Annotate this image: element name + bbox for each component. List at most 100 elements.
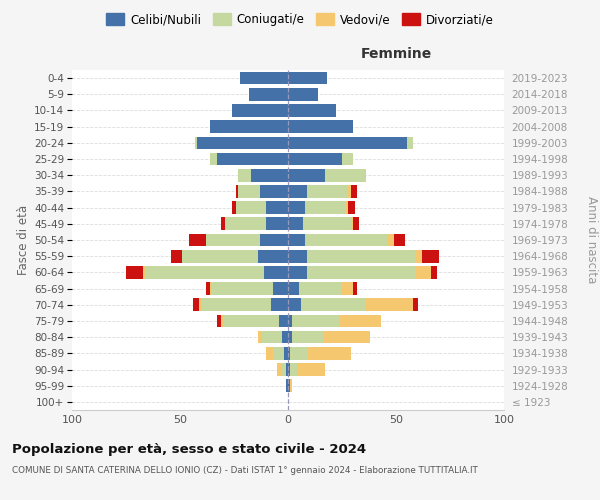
Bar [199,298,202,311]
Bar [281,363,286,376]
Bar [284,347,288,360]
Bar [280,314,288,328]
Bar [323,331,370,344]
Bar [299,282,342,295]
Bar [236,202,266,214]
Bar [342,282,353,295]
Bar [236,185,238,198]
Bar [145,266,264,278]
Bar [206,234,260,246]
Bar [217,314,221,328]
Bar [182,250,258,262]
Bar [286,380,288,392]
Bar [349,185,350,198]
Bar [260,185,288,198]
Bar [388,234,394,246]
Legend: Celibi/Nubili, Coniugati/e, Vedovi/e, Divorziati/e: Celibi/Nubili, Coniugati/e, Vedovi/e, Di… [101,8,499,31]
Bar [346,202,349,214]
Bar [394,234,404,246]
Bar [407,136,413,149]
Bar [431,266,437,278]
Text: COMUNE DI SANTA CATERINA DELLO IONIO (CZ) - Dati ISTAT 1° gennaio 2024 - Elabora: COMUNE DI SANTA CATERINA DELLO IONIO (CZ… [12,466,478,475]
Bar [193,298,199,311]
Bar [126,266,143,278]
Bar [195,136,197,149]
Bar [288,363,290,376]
Bar [262,331,281,344]
Bar [305,202,346,214]
Bar [266,218,288,230]
Bar [281,331,288,344]
Bar [210,120,288,133]
Bar [292,314,340,328]
Bar [210,282,212,295]
Bar [288,72,327,85]
Bar [266,347,273,360]
Bar [290,347,307,360]
Bar [143,266,145,278]
Bar [296,363,325,376]
Bar [288,380,290,392]
Bar [232,104,288,117]
Bar [264,266,288,278]
Bar [206,282,210,295]
Bar [350,218,353,230]
Text: Popolazione per età, sesso e stato civile - 2024: Popolazione per età, sesso e stato civil… [12,442,366,456]
Bar [288,218,303,230]
Bar [413,298,418,311]
Bar [210,152,217,166]
Bar [288,202,305,214]
Bar [307,266,415,278]
Bar [286,363,288,376]
Bar [188,234,206,246]
Bar [273,282,288,295]
Bar [366,298,413,311]
Text: Anni di nascita: Anni di nascita [584,196,598,284]
Bar [305,234,388,246]
Bar [290,380,292,392]
Bar [342,152,353,166]
Bar [249,88,288,101]
Bar [350,185,357,198]
Bar [202,298,271,311]
Bar [197,136,288,149]
Bar [290,363,296,376]
Bar [303,218,350,230]
Bar [288,234,305,246]
Bar [288,282,299,295]
Bar [288,136,407,149]
Bar [266,202,288,214]
Bar [221,314,223,328]
Bar [325,169,366,181]
Bar [288,185,307,198]
Bar [415,266,431,278]
Bar [301,298,366,311]
Bar [223,314,280,328]
Bar [353,218,359,230]
Bar [307,347,350,360]
Bar [288,331,292,344]
Bar [288,104,335,117]
Bar [307,250,415,262]
Text: Femmine: Femmine [361,48,431,62]
Bar [288,152,342,166]
Bar [217,152,288,166]
Bar [226,218,266,230]
Bar [258,250,288,262]
Bar [288,250,307,262]
Bar [422,250,439,262]
Bar [288,120,353,133]
Bar [221,218,226,230]
Bar [288,347,290,360]
Bar [238,185,260,198]
Bar [292,331,323,344]
Bar [241,72,288,85]
Bar [349,202,355,214]
Bar [288,266,307,278]
Bar [238,169,251,181]
Bar [288,314,292,328]
Bar [273,347,284,360]
Bar [307,185,349,198]
Y-axis label: Fasce di età: Fasce di età [17,205,30,275]
Bar [288,169,325,181]
